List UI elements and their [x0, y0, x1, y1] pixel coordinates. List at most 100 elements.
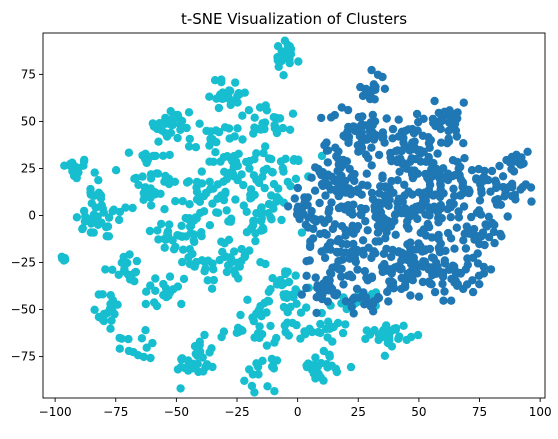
- scatter-point: [327, 198, 336, 207]
- scatter-point: [130, 277, 139, 286]
- scatter-point: [320, 253, 330, 263]
- scatter-point: [343, 271, 352, 280]
- scatter-point: [325, 350, 334, 359]
- scatter-point: [492, 200, 502, 209]
- scatter-point: [407, 154, 416, 163]
- scatter-point: [503, 212, 512, 221]
- scatter-point: [148, 338, 157, 348]
- scatter-point: [343, 127, 352, 136]
- scatter-point: [473, 249, 482, 258]
- scatter-point: [266, 321, 275, 331]
- scatter-point: [224, 235, 234, 244]
- scatter-point: [98, 290, 107, 299]
- scatter-point: [311, 273, 320, 282]
- scatter-point: [207, 284, 217, 293]
- scatter-point: [151, 274, 160, 283]
- scatter-point: [59, 256, 69, 265]
- scatter-point: [106, 299, 115, 309]
- scatter-point: [440, 259, 450, 268]
- scatter-point: [185, 200, 194, 209]
- scatter-point: [401, 126, 410, 136]
- scatter-point: [395, 167, 404, 176]
- scatter-point: [371, 82, 380, 91]
- scatter-point: [459, 139, 468, 148]
- scatter-point: [197, 256, 207, 265]
- scatter-point: [225, 253, 235, 262]
- scatter-point: [389, 324, 399, 333]
- scatter-point: [151, 151, 160, 161]
- scatter-point: [390, 210, 400, 220]
- scatter-point: [518, 182, 527, 192]
- scatter-point: [362, 169, 371, 178]
- scatter-point: [438, 279, 447, 289]
- scatter-point: [173, 133, 182, 143]
- scatter-point: [323, 333, 332, 342]
- scatter-point: [253, 362, 263, 372]
- scatter-point: [347, 172, 357, 181]
- scatter-point: [124, 346, 134, 356]
- scatter-point: [252, 149, 261, 158]
- scatter-point: [130, 268, 140, 277]
- scatter-point: [374, 198, 383, 207]
- scatter-point: [523, 147, 532, 156]
- scatter-point: [435, 245, 444, 255]
- scatter-point: [439, 173, 449, 182]
- scatter-point: [94, 176, 103, 185]
- scatter-point: [373, 228, 383, 237]
- scatter-point: [517, 153, 526, 162]
- scatter-point: [408, 145, 418, 154]
- scatter-point: [397, 209, 406, 218]
- scatter-point: [317, 151, 327, 161]
- scatter-point: [362, 273, 371, 282]
- scatter-point: [342, 240, 352, 249]
- scatter-point: [273, 42, 283, 51]
- scatter-point: [331, 364, 341, 373]
- scatter-point: [212, 138, 221, 147]
- scatter-point: [209, 157, 218, 166]
- scatter-point: [205, 177, 214, 186]
- scatter-point: [434, 234, 443, 244]
- scatter-point: [382, 114, 391, 123]
- scatter-point: [139, 352, 148, 362]
- scatter-point: [89, 191, 98, 200]
- scatter-point: [394, 334, 403, 343]
- scatter-point: [184, 142, 194, 151]
- scatter-point: [165, 272, 175, 281]
- scatter-point: [368, 128, 378, 137]
- scatter-point: [171, 197, 180, 206]
- scatter-point: [443, 139, 452, 148]
- scatter-point: [274, 114, 283, 123]
- scatter-point: [338, 328, 348, 338]
- scatter-point: [185, 134, 194, 144]
- scatter-point: [310, 186, 320, 195]
- scatter-point: [303, 193, 312, 202]
- scatter-point: [441, 246, 450, 255]
- scatter-point: [257, 214, 266, 223]
- scatter-point: [349, 122, 358, 131]
- scatter-point: [146, 353, 155, 363]
- scatter-point: [107, 316, 116, 325]
- scatter-point: [171, 111, 180, 120]
- scatter-point: [434, 218, 443, 227]
- scatter-point: [368, 121, 377, 130]
- scatter-point: [72, 173, 81, 183]
- scatter-point: [132, 173, 141, 183]
- scatter-point: [430, 96, 439, 106]
- scatter-point: [231, 195, 240, 204]
- scatter-point: [293, 183, 302, 193]
- scatter-point: [94, 312, 104, 322]
- scatter-point: [217, 75, 226, 84]
- scatter-point: [453, 281, 462, 290]
- scatter-point: [134, 180, 143, 190]
- scatter-point: [253, 329, 263, 338]
- scatter-point: [393, 198, 402, 207]
- scatter-point: [218, 89, 227, 98]
- scatter-point: [278, 123, 288, 133]
- scatter-point: [365, 94, 375, 104]
- scatter-point: [358, 236, 368, 245]
- scatter-point: [315, 198, 324, 208]
- scatter-point: [334, 160, 343, 169]
- scatter-point: [331, 291, 341, 300]
- scatter-point: [128, 203, 137, 213]
